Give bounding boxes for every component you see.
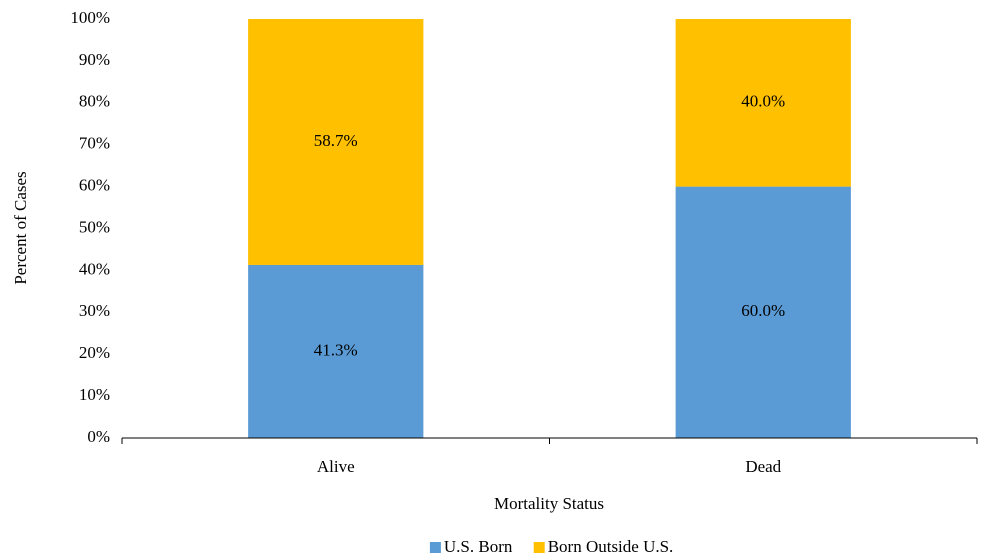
bar-segment (675, 186, 851, 438)
y-tick-label: 100% (70, 8, 110, 27)
data-label: 60.0% (741, 301, 785, 320)
bar-segment (248, 264, 424, 438)
x-tick-label: Alive (317, 457, 355, 476)
x-tick-label: Dead (745, 457, 781, 476)
data-label: 58.7% (314, 131, 358, 150)
y-tick-label: 40% (79, 259, 110, 278)
data-label: 41.3% (314, 340, 358, 359)
y-tick-label: 60% (79, 176, 110, 195)
y-tick-label: 10% (79, 385, 110, 404)
y-tick-label: 30% (79, 301, 110, 320)
legend-swatch (533, 542, 545, 553)
data-label: 40.0% (741, 92, 785, 111)
legend-label: U.S. Born (444, 537, 513, 556)
x-axis-title: Mortality Status (494, 494, 604, 513)
y-tick-label: 50% (79, 217, 110, 236)
legend-label: Born Outside U.S. (548, 537, 674, 556)
y-axis-title: Percent of Cases (11, 171, 30, 284)
y-tick-label: 90% (79, 50, 110, 69)
bar-segment (248, 19, 424, 265)
y-tick-label: 70% (79, 134, 110, 153)
y-tick-label: 80% (79, 92, 110, 111)
legend-swatch (429, 542, 441, 553)
y-tick-label: 20% (79, 343, 110, 362)
y-tick-label: 0% (87, 427, 110, 446)
bar-segment (675, 19, 851, 187)
